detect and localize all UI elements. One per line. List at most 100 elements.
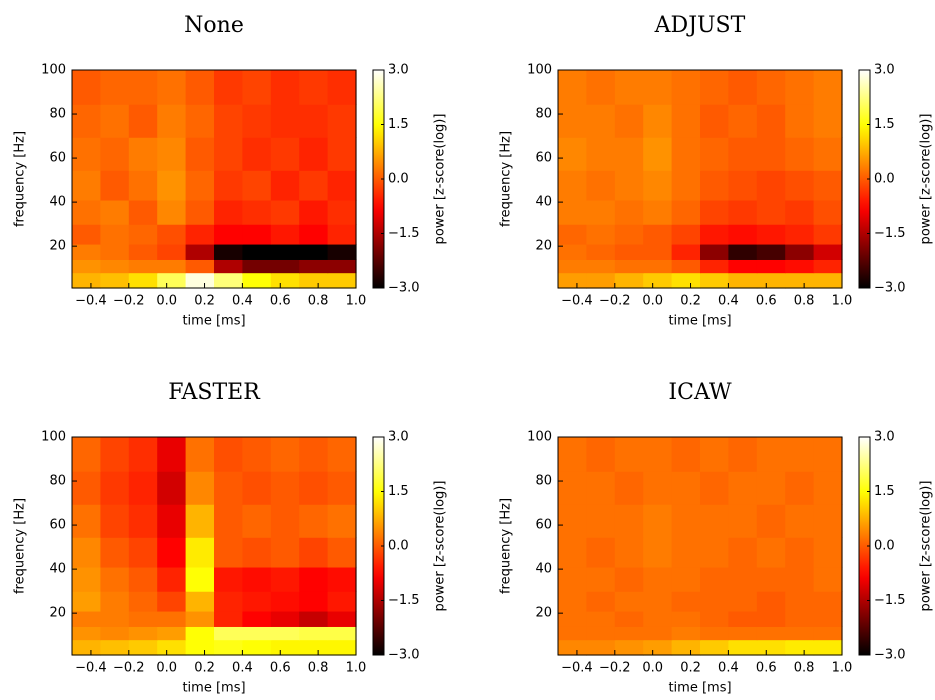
- heatmap-cell: [100, 610, 130, 627]
- heatmap-cell: [214, 626, 243, 641]
- heatmap-cell: [128, 626, 158, 641]
- heatmap-cell: [242, 626, 272, 641]
- heatmap-cell: [643, 243, 673, 260]
- heatmap-cell: [728, 199, 758, 225]
- heatmap-cell: [327, 137, 357, 171]
- heatmap-cell: [785, 243, 815, 260]
- heatmap-cell: [728, 471, 758, 505]
- heatmap-cell: [327, 537, 357, 568]
- heatmap-cell: [72, 471, 101, 505]
- y-tick-label: 20: [535, 606, 552, 621]
- heatmap-cell: [558, 259, 587, 274]
- heatmap-cell: [813, 224, 843, 245]
- y-tick-label: 60: [535, 518, 552, 533]
- colorbar-tick-label: 0.0: [874, 539, 895, 554]
- heatmap-cell: [128, 566, 158, 592]
- heatmap-cell: [728, 272, 758, 289]
- heatmap-cell: [756, 504, 786, 538]
- heatmap-cell: [756, 537, 786, 568]
- heatmap-cell: [671, 591, 701, 612]
- heatmap-cell: [643, 70, 673, 105]
- heatmap-cell: [100, 199, 130, 225]
- y-tick-label: 80: [49, 474, 66, 489]
- heatmap-cell: [558, 170, 587, 201]
- heatmap-cell: [756, 471, 786, 505]
- heatmap-cell: [558, 199, 587, 225]
- heatmap-cell: [586, 437, 616, 472]
- heatmap-cell: [614, 537, 644, 568]
- heatmap-cell: [270, 504, 300, 538]
- heatmap-cell: [72, 437, 101, 472]
- heatmap-cell: [785, 137, 815, 171]
- heatmap-cell: [728, 639, 758, 656]
- x-tick-label: 0.8: [794, 661, 815, 676]
- heatmap-cell: [157, 639, 187, 656]
- heatmap-cell: [327, 70, 357, 105]
- colorbar-label: power [z-score(log)]: [919, 481, 934, 612]
- heatmap-cell: [586, 566, 616, 592]
- heatmap-cell: [586, 104, 616, 138]
- heatmap-cell: [128, 437, 158, 472]
- heatmap-cell: [558, 610, 587, 627]
- heatmap-cell: [785, 504, 815, 538]
- heatmap-cell: [614, 104, 644, 138]
- heatmap-cell: [643, 224, 673, 245]
- heatmap-cell: [756, 104, 786, 138]
- x-axis-label: time [ms]: [668, 314, 731, 329]
- heatmap-cell: [100, 591, 130, 612]
- x-tick-label: 0.6: [756, 294, 777, 309]
- x-tick-label: 0.4: [718, 294, 739, 309]
- heatmap-cell: [157, 537, 187, 568]
- heatmap-cell: [242, 591, 272, 612]
- x-tick-label: −0.2: [113, 294, 145, 309]
- x-tick-label: 0.2: [680, 294, 701, 309]
- heatmap-cell: [785, 70, 815, 105]
- heatmap-cell: [327, 224, 357, 245]
- heatmap-cell: [558, 566, 587, 592]
- heatmap-cell: [700, 566, 729, 592]
- heatmap-cell: [100, 70, 130, 105]
- heatmap-cell: [128, 137, 158, 171]
- y-tick-label: 60: [49, 151, 66, 166]
- colorbar-tick-label: −1.5: [874, 593, 906, 608]
- heatmap-cell: [242, 610, 272, 627]
- heatmap-cell: [586, 626, 616, 641]
- y-axis-label: frequency [Hz]: [13, 498, 28, 594]
- colorbar-label: power [z-score(log)]: [433, 481, 448, 612]
- x-axis-label: time [ms]: [182, 681, 245, 696]
- heatmap-cell: [214, 639, 243, 656]
- heatmap-cell: [756, 199, 786, 225]
- y-tick-label: 80: [535, 474, 552, 489]
- heatmap-cell: [700, 471, 729, 505]
- heatmap-cell: [813, 471, 843, 505]
- plot-frame: [557, 69, 843, 289]
- heatmap-cell: [214, 610, 243, 627]
- heatmap-cell: [72, 504, 101, 538]
- heatmap-cell: [299, 70, 329, 105]
- heatmap-cell: [128, 591, 158, 612]
- x-tick-label: 0.2: [194, 294, 215, 309]
- heatmap-cell: [100, 639, 130, 656]
- heatmap-cell: [785, 639, 815, 656]
- heatmap-cell: [270, 471, 300, 505]
- colorbar-tick-label: −3.0: [388, 648, 420, 663]
- panel: None −0.4 −0.2 0.0 0.2 0.4 0.6 0.8 1.0 20 40 60 80 10…: [13, 13, 448, 329]
- x-tick-label: 0.2: [680, 661, 701, 676]
- heatmap-cell: [299, 471, 329, 505]
- y-tick-label: 40: [535, 562, 552, 577]
- y-tick-label: 20: [49, 239, 66, 254]
- heatmap-cell: [756, 170, 786, 201]
- heatmap-cell: [643, 104, 673, 138]
- heatmap-cell: [100, 170, 130, 201]
- heatmap-cell: [756, 272, 786, 289]
- heatmap-cell: [100, 537, 130, 568]
- y-axis-label: frequency [Hz]: [13, 131, 28, 227]
- heatmap-cell: [72, 537, 101, 568]
- heatmap-cell: [270, 272, 300, 289]
- heatmap-cell: [671, 626, 701, 641]
- x-tick-label: 0.8: [794, 294, 815, 309]
- heatmap-cell: [100, 504, 130, 538]
- heatmap-cell: [270, 199, 300, 225]
- heatmap-cell: [671, 170, 701, 201]
- heatmap-cell: [270, 137, 300, 171]
